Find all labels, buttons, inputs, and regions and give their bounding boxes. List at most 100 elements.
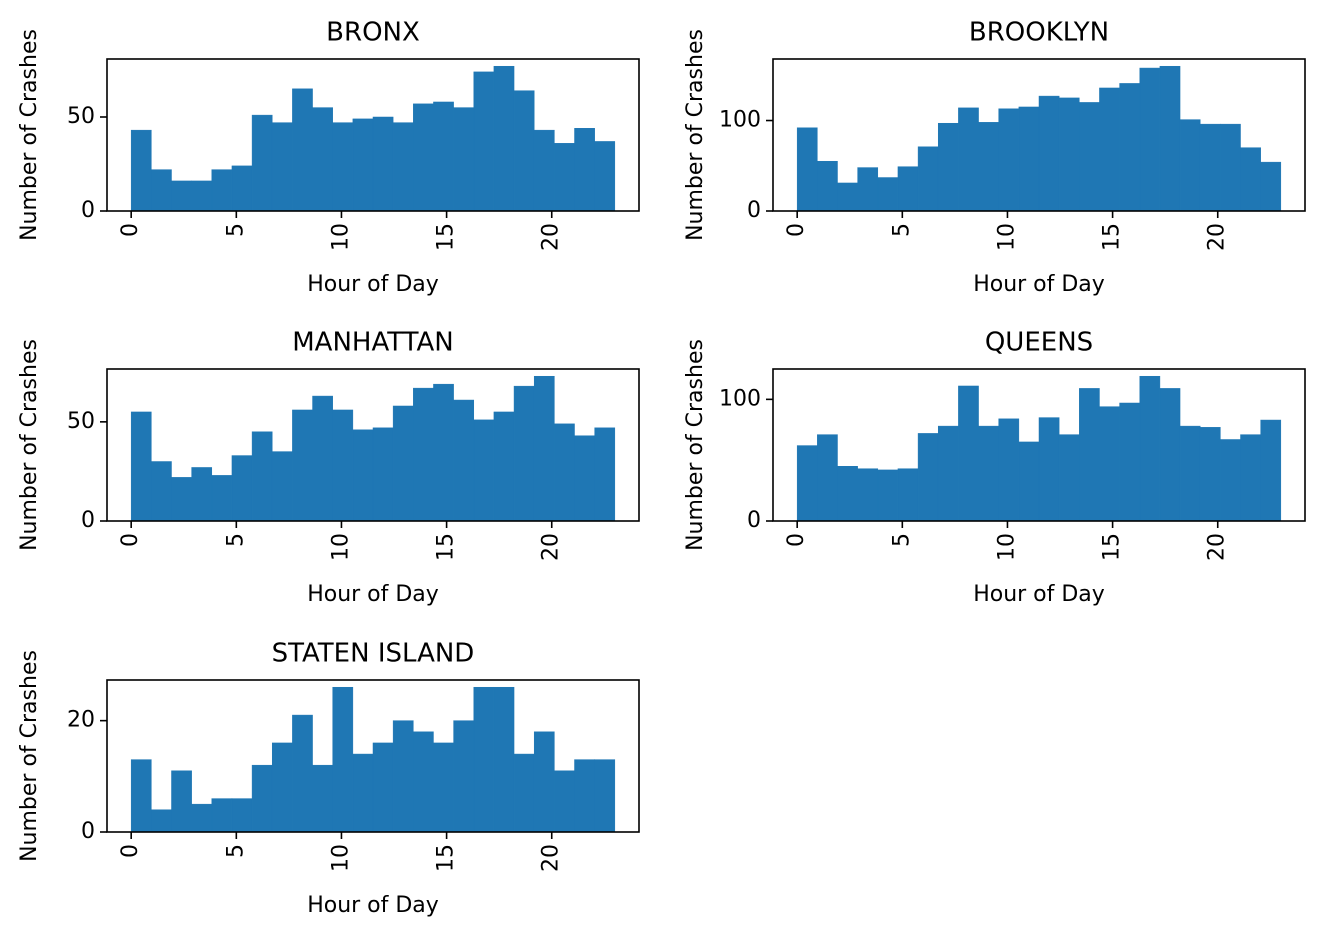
- bar: [332, 409, 354, 522]
- bar: [151, 461, 172, 522]
- bar: [130, 411, 152, 522]
- x-tick-label: 5: [223, 844, 248, 858]
- bar: [372, 427, 394, 522]
- bar: [473, 71, 495, 212]
- bar: [1139, 67, 1161, 212]
- bar: [1079, 102, 1100, 212]
- bar: [392, 405, 414, 522]
- bar: [1199, 427, 1221, 522]
- bar: [594, 759, 616, 833]
- bar: [958, 107, 979, 212]
- axes-frame: [772, 368, 1306, 522]
- bar: [857, 167, 879, 212]
- bar: [533, 375, 555, 522]
- bar: [817, 434, 838, 522]
- bar: [332, 686, 354, 833]
- bar: [433, 383, 454, 522]
- x-axis-label: Hour of Day: [307, 582, 439, 607]
- bar: [271, 742, 293, 833]
- bar: [513, 753, 535, 833]
- bar: [897, 166, 919, 212]
- bar: [1179, 425, 1201, 522]
- bar: [1260, 419, 1282, 522]
- bar: [513, 90, 535, 212]
- bar: [292, 714, 313, 833]
- subplot-title: STATEN ISLAND: [272, 639, 475, 669]
- bar: [171, 770, 192, 833]
- subplot: 0 100 0 5 10 15 20 QUEENS Hour of Day Number of C…: [683, 328, 1306, 607]
- bar: [877, 469, 899, 522]
- bar: [312, 107, 333, 212]
- bar: [251, 431, 273, 522]
- bar: [211, 798, 233, 833]
- x-tick-label: 15: [1100, 533, 1125, 561]
- y-axis-label: Number of Crashes: [17, 29, 42, 241]
- axes-frame: [106, 679, 640, 833]
- bar: [958, 385, 979, 522]
- subplot: 0 50 0 5 10 15 20 BRONX Hour of Day Number of Cra…: [17, 18, 640, 297]
- bar: [413, 731, 434, 833]
- bar: [837, 466, 858, 522]
- x-tick-label: 20: [539, 223, 564, 251]
- bar: [493, 411, 515, 522]
- bar: [937, 122, 959, 212]
- bar: [998, 108, 1020, 212]
- y-tick-label: 50: [67, 104, 95, 129]
- bar: [513, 385, 535, 522]
- bar: [796, 445, 818, 522]
- x-tick-label: 20: [539, 844, 564, 872]
- x-tick-label: 10: [328, 223, 353, 251]
- x-tick-label: 20: [539, 533, 564, 561]
- x-tick-label: 10: [994, 533, 1019, 561]
- bar: [796, 127, 818, 212]
- bar: [1220, 123, 1241, 212]
- bar: [897, 468, 919, 522]
- bar: [1139, 375, 1161, 522]
- bar: [453, 107, 475, 212]
- x-tick-label: 5: [889, 533, 914, 547]
- bar: [1260, 161, 1282, 212]
- bar: [1199, 123, 1221, 212]
- x-tick-label: 5: [223, 533, 248, 547]
- x-tick-label: 15: [1100, 223, 1125, 251]
- bar: [453, 399, 475, 522]
- bar: [1159, 388, 1181, 522]
- bar: [433, 742, 454, 833]
- x-axis-label: Hour of Day: [973, 582, 1105, 607]
- bar: [231, 798, 253, 833]
- bar: [392, 720, 414, 833]
- bar: [837, 182, 858, 212]
- bar: [473, 419, 495, 522]
- bar: [594, 427, 616, 522]
- bar: [251, 764, 273, 833]
- x-tick-label: 20: [1205, 533, 1230, 561]
- x-tick-label: 0: [784, 533, 809, 547]
- bar: [533, 129, 555, 212]
- x-tick-label: 10: [994, 223, 1019, 251]
- bar: [352, 118, 374, 212]
- bar: [271, 122, 293, 212]
- axes-frame: [772, 58, 1306, 212]
- y-tick-label: 0: [81, 819, 95, 844]
- bar: [574, 435, 595, 522]
- bar: [392, 122, 414, 212]
- bar: [352, 429, 374, 522]
- bar: [493, 65, 515, 212]
- x-axis-label: Hour of Day: [307, 272, 439, 297]
- bar: [1058, 434, 1080, 522]
- y-axis-label: Number of Crashes: [683, 29, 708, 241]
- bar: [211, 169, 233, 212]
- bar: [473, 686, 495, 833]
- x-axis-label: Hour of Day: [973, 272, 1105, 297]
- subplot-title: MANHATTAN: [292, 328, 454, 358]
- bar: [857, 468, 879, 522]
- bar: [130, 129, 152, 212]
- bar: [151, 809, 172, 833]
- bar: [1240, 434, 1261, 522]
- axes-frame: [106, 368, 640, 522]
- bar: [1038, 95, 1060, 212]
- subplot-title: BRONX: [326, 18, 420, 48]
- bar: [1220, 439, 1241, 522]
- y-tick-label: 0: [81, 198, 95, 223]
- x-tick-label: 5: [223, 223, 248, 237]
